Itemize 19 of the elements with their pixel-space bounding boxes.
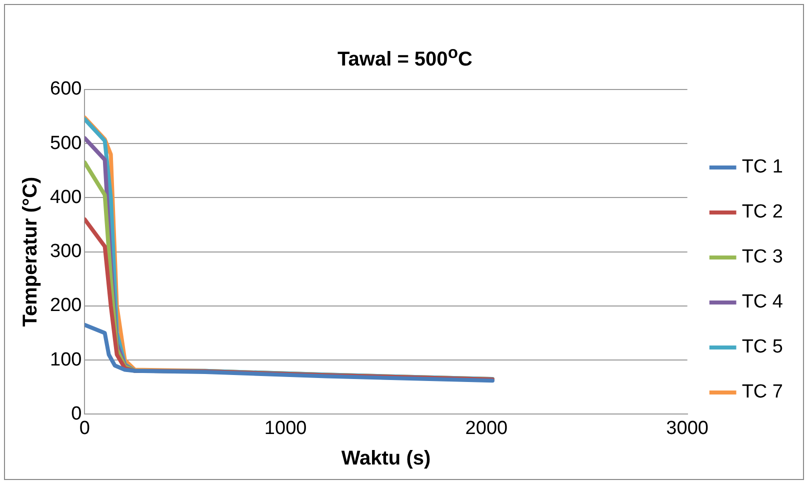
y-tick-label: 0 bbox=[71, 403, 82, 424]
y-tick-label: 400 bbox=[50, 186, 82, 208]
legend-label: TC 3 bbox=[742, 246, 784, 268]
x-tick-label: 3000 bbox=[666, 418, 708, 439]
x-tick-label: 2000 bbox=[465, 418, 508, 439]
y-tick-label: 300 bbox=[50, 241, 82, 262]
y-tick-label: 100 bbox=[50, 349, 82, 370]
y-axis-title: Temperatur (°C) bbox=[20, 176, 42, 327]
chart-title: Tawal = 500$^{o}$C bbox=[336, 43, 474, 72]
legend-label: TC 1 bbox=[742, 156, 784, 178]
x-tick-label: 1000 bbox=[264, 418, 307, 439]
legend-label: TC 5 bbox=[742, 336, 784, 358]
y-tick-label: 200 bbox=[50, 295, 82, 316]
legend-label: TC 2 bbox=[742, 202, 784, 223]
legend-label: TC 4 bbox=[742, 292, 784, 313]
y-tick-label: 500 bbox=[50, 132, 82, 154]
y-tick-label: 600 bbox=[50, 78, 82, 100]
legend-label: TC 7 bbox=[742, 382, 784, 403]
x-axis-title: Waktu (s) bbox=[341, 448, 431, 470]
